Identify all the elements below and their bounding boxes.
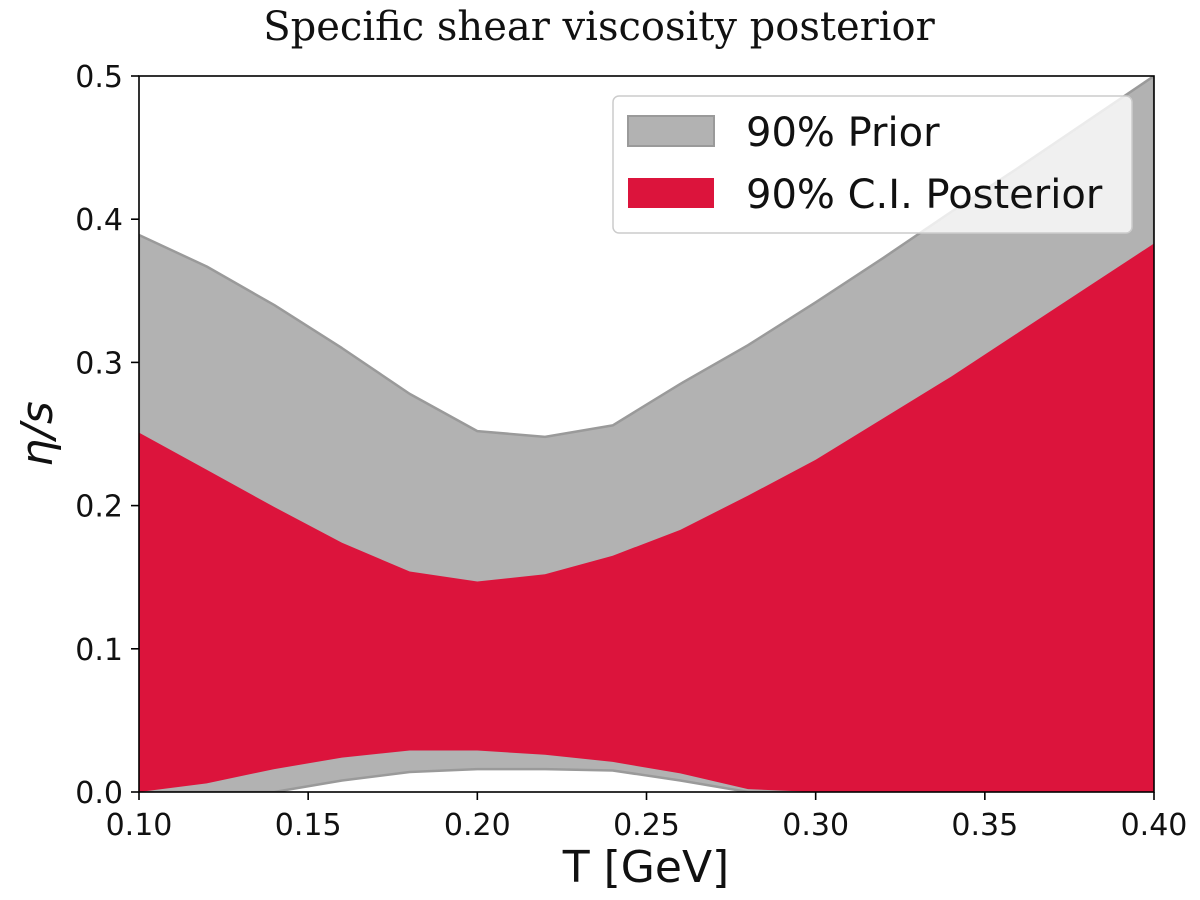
y-axis: 0.0 0.1 0.2 0.3 0.4 0.5 [75,60,139,811]
x-tick-label: 0.30 [782,808,849,843]
legend-label-posterior: 90% C.I. Posterior [746,172,1103,218]
x-tick-label: 0.25 [613,808,680,843]
x-tick-label: 0.10 [106,808,173,843]
x-axis-label: T [GeV] [562,842,729,893]
y-axis-label: η/s [12,401,63,467]
x-axis: 0.10 0.15 0.20 0.25 0.30 0.35 0.40 [106,792,1188,843]
x-tick-label: 0.15 [275,808,342,843]
x-tick-label: 0.40 [1121,808,1188,843]
legend-box [612,95,1133,234]
plot-areas [139,76,1154,792]
y-tick-label: 0.5 [75,60,123,95]
y-tick-label: 0.0 [75,776,123,811]
legend-label-prior: 90% Prior [746,110,940,156]
band-posterior [139,243,1154,792]
y-tick-label: 0.4 [75,203,123,238]
y-tick-label: 0.3 [75,346,123,381]
y-tick-label: 0.2 [75,490,123,525]
legend: 90% Prior 90% C.I. Posterior [612,95,1133,234]
x-tick-label: 0.35 [951,808,1018,843]
chart-title: Specific shear viscosity posterior [263,4,935,50]
legend-swatch-posterior [628,178,714,208]
legend-swatch-prior [627,115,715,147]
x-tick-label: 0.20 [444,808,511,843]
y-tick-label: 0.1 [75,633,123,668]
